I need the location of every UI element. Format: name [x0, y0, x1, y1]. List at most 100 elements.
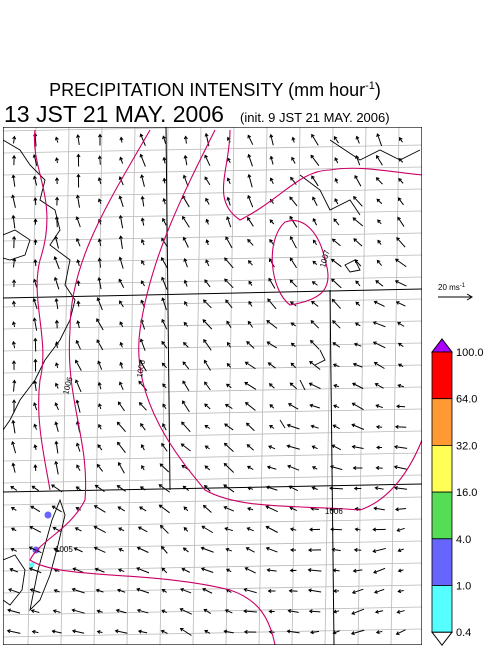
wind-arrow: [372, 321, 386, 328]
wind-arrow: [53, 276, 60, 290]
wind-arrow: [266, 341, 277, 349]
wind-arrow: [268, 609, 275, 614]
wind-arrow: [352, 568, 363, 573]
wind-arrow: [223, 629, 234, 634]
grid-line: [3, 320, 422, 330]
wind-arrow: [11, 440, 17, 454]
wind-arrow: [12, 135, 17, 144]
wind-arrow: [119, 361, 124, 369]
wind-arrow: [71, 608, 85, 614]
wind-arrow: [115, 608, 127, 614]
wind-arrow: [31, 485, 40, 492]
wind-arrow: [226, 196, 231, 206]
grid-line: [27, 127, 37, 645]
wind-arrow: [54, 235, 59, 249]
wind-arrow: [93, 546, 106, 553]
wind-arrow: [139, 338, 146, 351]
wind-arrow: [180, 587, 192, 594]
wind-arrow: [353, 238, 363, 247]
wind-arrow: [161, 297, 167, 311]
wind-field: [6, 132, 408, 636]
wind-arrow: [51, 629, 62, 634]
coastline: [3, 554, 26, 606]
wind-arrow: [374, 486, 384, 491]
grid-line: [3, 144, 422, 154]
wind-arrow: [289, 527, 297, 532]
wind-arrow: [373, 361, 385, 369]
wind-arrow: [162, 217, 167, 226]
wind-arrow: [97, 444, 103, 451]
wind-arrow: [74, 359, 82, 371]
wind-arrow: [33, 197, 38, 206]
wind-arrow: [76, 280, 81, 287]
wind-arrow: [118, 278, 125, 288]
wind-arrow: [119, 321, 124, 328]
wind-arrow: [160, 256, 168, 269]
wind-arrow: [375, 424, 383, 429]
wind-arrow: [182, 361, 190, 370]
wind-arrow: [54, 362, 59, 369]
wind-arrow: [226, 320, 232, 328]
wind-arrow: [351, 444, 364, 450]
wind-arrow: [268, 277, 276, 289]
wind-arrow: [268, 383, 275, 389]
wind-arrow: [352, 465, 363, 471]
wind-arrow: [29, 588, 41, 594]
wind-arrow: [76, 153, 81, 167]
wind-arrow: [310, 320, 320, 329]
wind-arrow: [290, 342, 296, 348]
wind-arrow: [162, 135, 167, 144]
wind-arrow: [161, 589, 167, 593]
wind-arrow: [309, 527, 321, 532]
grid-line: [3, 540, 422, 550]
wind-arrow: [75, 399, 81, 413]
wind-arrow: [332, 568, 340, 573]
wind-arrow: [247, 216, 254, 227]
wind-arrow: [373, 588, 385, 594]
wind-arrow: [117, 506, 126, 512]
wind-arrow: [394, 424, 407, 429]
init-time: (init. 9 JST 21 MAY. 2006): [240, 110, 390, 125]
isobar: [29, 129, 276, 645]
wind-arrow: [353, 342, 362, 347]
wind-arrow: [246, 444, 255, 451]
wind-arrow: [376, 198, 383, 205]
wind-arrow: [204, 465, 211, 471]
wind-arrow: [226, 216, 232, 228]
wind-arrow: [11, 360, 17, 370]
wind-arrow: [333, 383, 340, 388]
wind-arrow: [394, 507, 407, 512]
wind-arrow: [204, 403, 211, 410]
wind-arrow: [118, 176, 124, 186]
isobar: [138, 129, 422, 511]
wind-arrow: [119, 156, 124, 164]
wind-arrow: [286, 423, 300, 430]
wind-arrow: [97, 177, 102, 185]
wind-arrow: [287, 609, 299, 614]
wind-arrow: [161, 609, 168, 614]
wind-arrow: [247, 506, 254, 511]
wind-arrow: [162, 423, 167, 431]
wind-arrow: [138, 401, 147, 411]
wind-arrow: [53, 547, 61, 552]
wind-arrow: [54, 136, 59, 143]
wind-arrow: [33, 402, 38, 411]
wind-arrow: [118, 527, 125, 532]
wind-arrow: [267, 588, 276, 594]
wind-arrow: [223, 505, 235, 512]
wind-arrow: [307, 568, 322, 573]
wind-arrow: [203, 338, 212, 351]
wind-arrow: [376, 133, 383, 147]
wind-arrow: [182, 341, 189, 348]
wind-arrow: [201, 525, 214, 534]
wind-arrow: [93, 525, 106, 533]
contour-label: 1005: [55, 545, 73, 554]
wind-arrow: [398, 177, 404, 184]
wind-arrow: [332, 320, 341, 329]
wind-arrow: [33, 464, 38, 471]
wind-arrow: [179, 627, 192, 636]
wind-arrow: [97, 238, 102, 246]
wind-arrow: [329, 486, 343, 491]
wind-arrow: [246, 527, 254, 532]
wind-arrow: [140, 174, 145, 187]
